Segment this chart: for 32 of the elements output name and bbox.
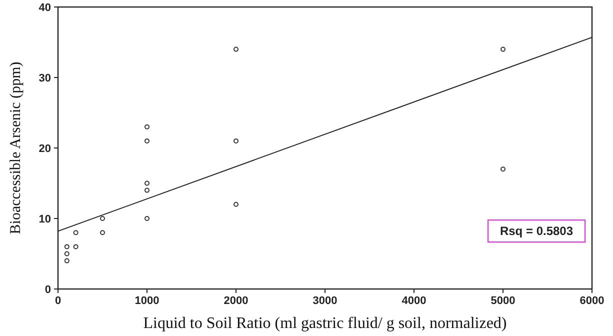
point bbox=[234, 202, 238, 207]
point bbox=[64, 251, 70, 256]
x-tick-label: 5000 bbox=[490, 295, 516, 307]
point bbox=[100, 230, 105, 236]
y-tick-label: 0 bbox=[44, 284, 51, 296]
x-tick-label: 0 bbox=[54, 295, 62, 307]
x-tick-label: 4000 bbox=[402, 295, 426, 307]
point bbox=[73, 230, 78, 236]
point bbox=[64, 258, 70, 264]
x-tick-label: 2000 bbox=[224, 295, 248, 307]
y-axis-title: Bioaccessible Arsenic (ppm) bbox=[8, 62, 24, 234]
point bbox=[144, 216, 150, 221]
point bbox=[73, 244, 78, 250]
x-tick-label: 1000 bbox=[134, 295, 160, 307]
x-tick-label: 3000 bbox=[312, 295, 338, 307]
point bbox=[500, 166, 506, 172]
point bbox=[144, 188, 150, 193]
x-tick-label: 6000 bbox=[580, 295, 604, 307]
y-tick-label: 20 bbox=[38, 143, 51, 155]
annotation: Rsq = 0.5803 bbox=[500, 224, 574, 238]
point bbox=[144, 180, 150, 186]
point bbox=[64, 244, 70, 250]
point bbox=[234, 138, 238, 144]
y-tick-label: 10 bbox=[38, 214, 51, 226]
point bbox=[144, 124, 150, 130]
point bbox=[144, 138, 150, 144]
x-axis-title: Liquid to Soil Ratio (ml gastric fluid/ g soil, normalized) bbox=[143, 315, 507, 332]
point bbox=[500, 46, 506, 52]
point bbox=[234, 46, 238, 52]
y-tick-label: 40 bbox=[38, 2, 51, 14]
point bbox=[100, 216, 105, 221]
y-tick-label: 30 bbox=[38, 72, 51, 84]
